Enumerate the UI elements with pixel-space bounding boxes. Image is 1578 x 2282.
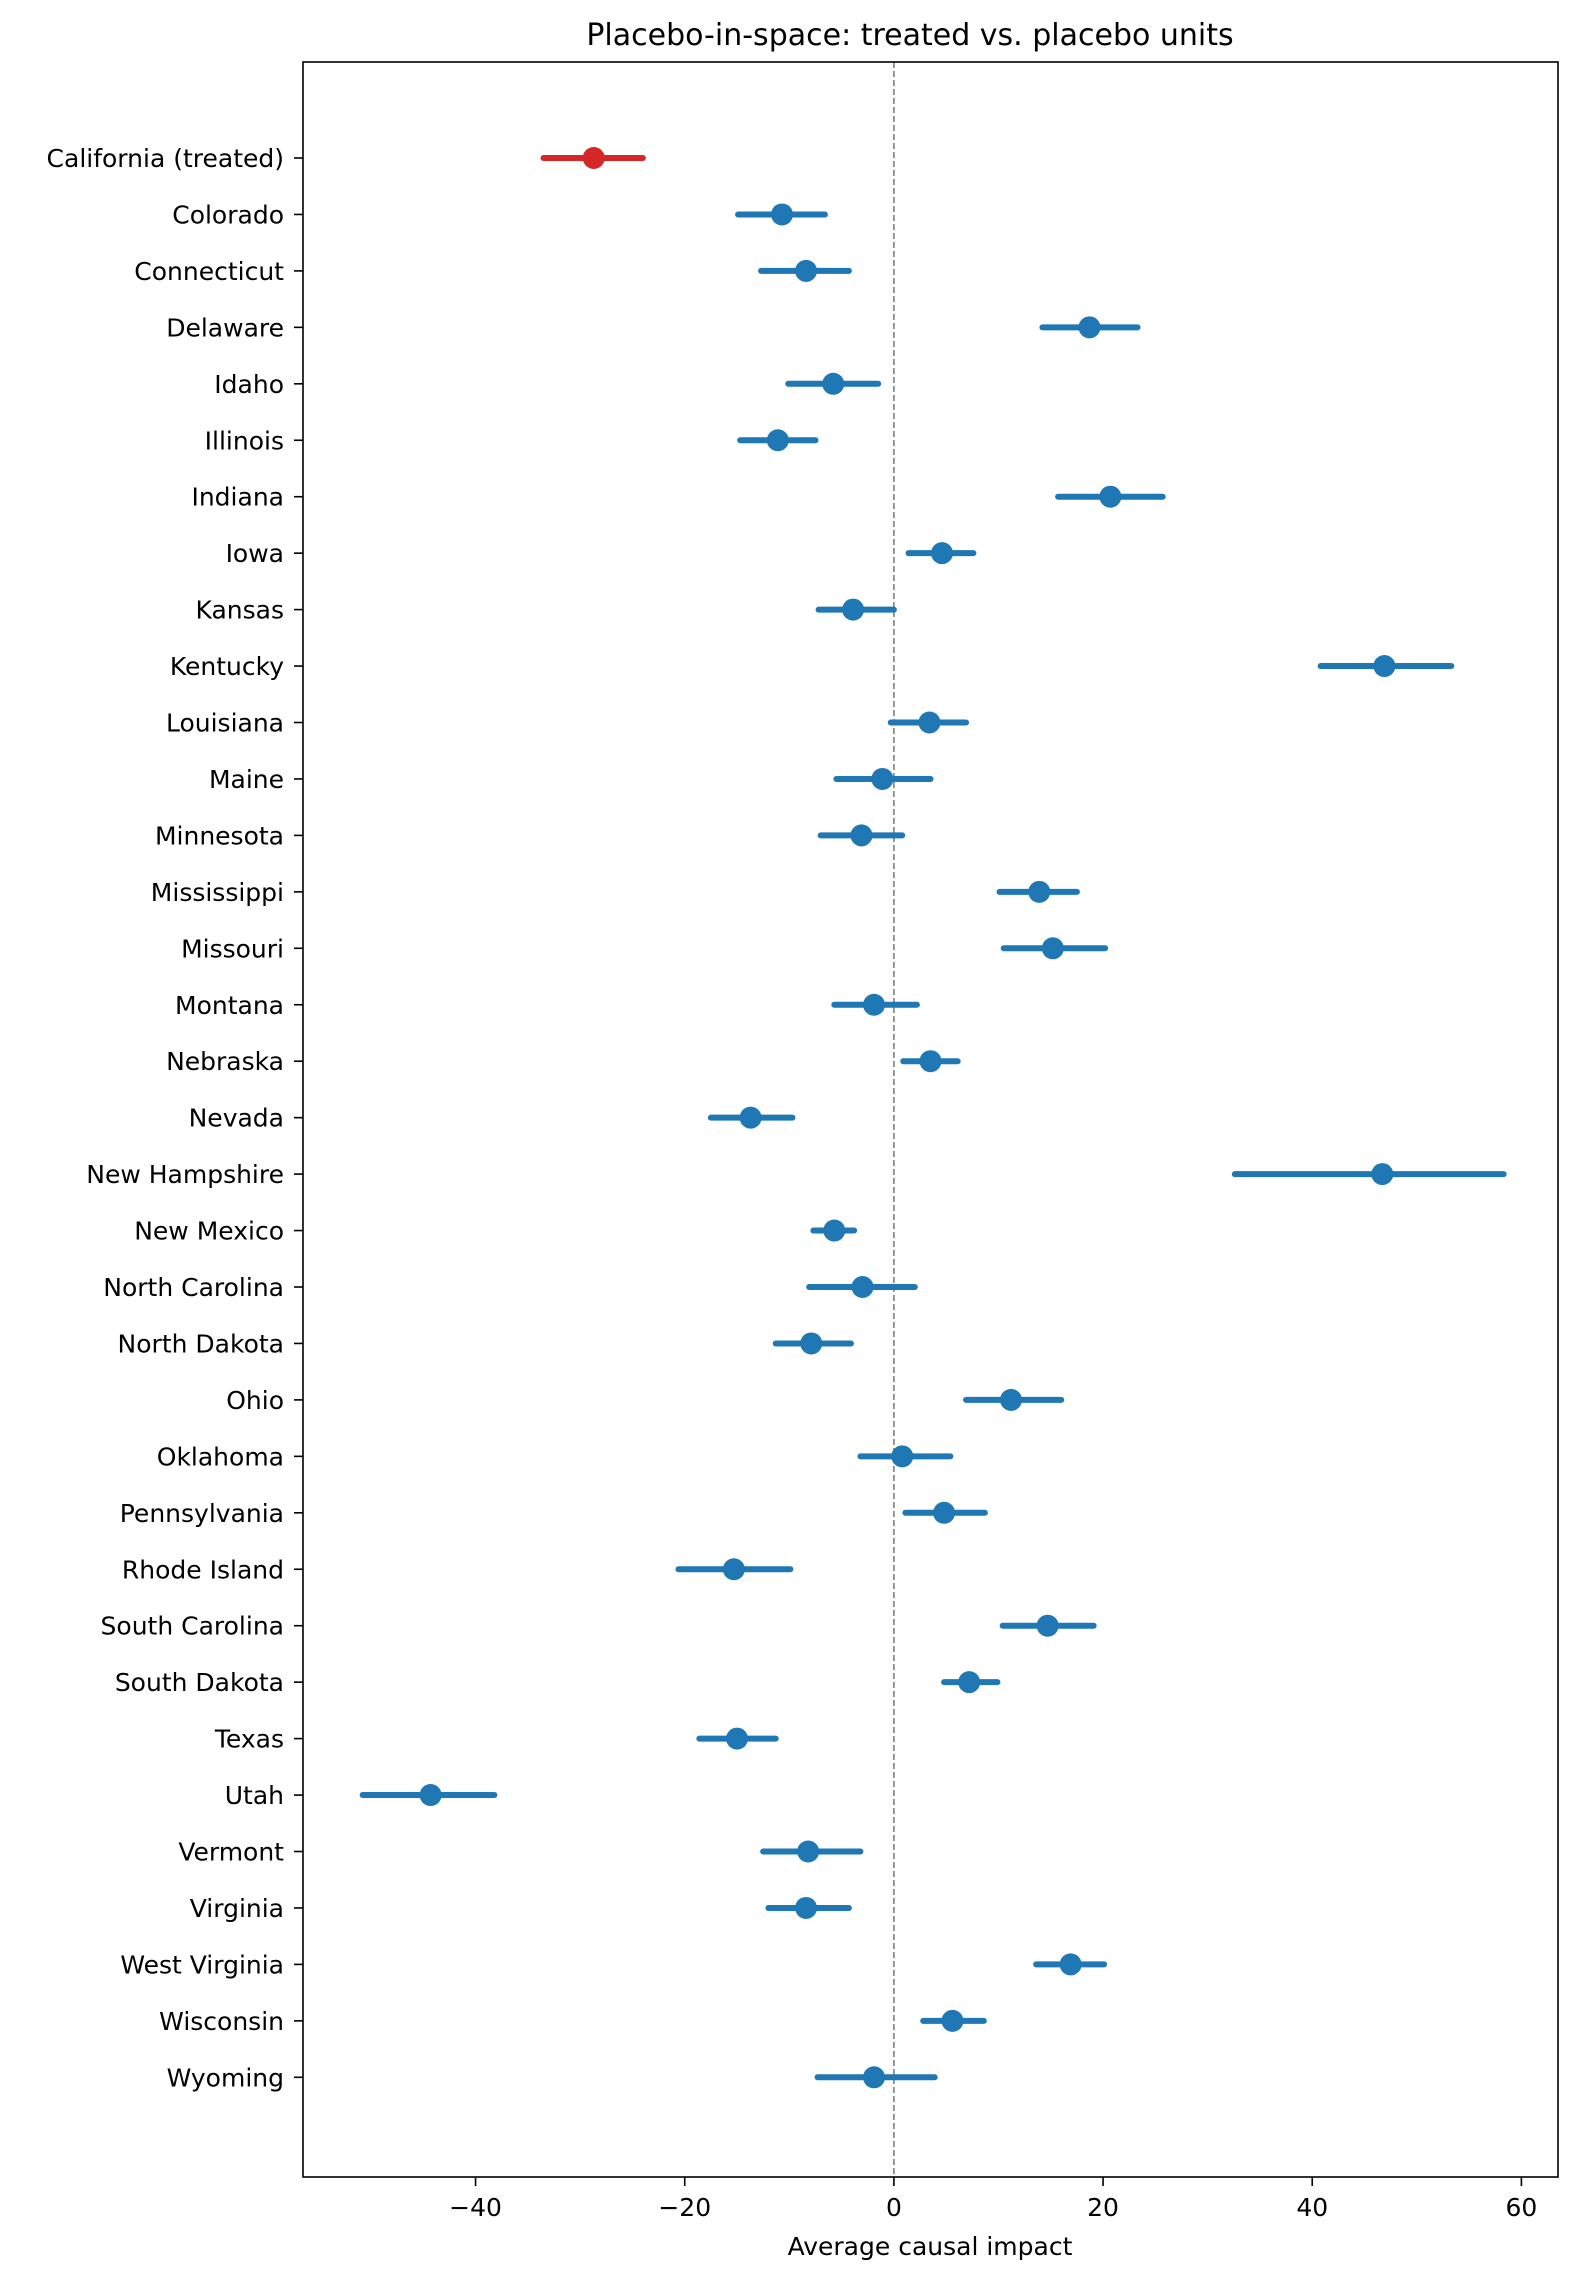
x-tick-label: 0 bbox=[886, 2193, 902, 2222]
x-axis-label: Average causal impact bbox=[788, 2232, 1073, 2261]
estimate-point bbox=[919, 1050, 942, 1073]
y-tick-label: Nebraska bbox=[166, 1047, 284, 1076]
estimate-point bbox=[739, 1106, 762, 1129]
estimate-point bbox=[822, 372, 845, 395]
x-tick-label: 20 bbox=[1087, 2193, 1119, 2222]
y-tick-label: New Mexico bbox=[134, 1217, 284, 1246]
estimate-point bbox=[941, 2009, 964, 2032]
estimate-point bbox=[800, 1332, 823, 1355]
estimate-point bbox=[1371, 1163, 1394, 1186]
estimate-point bbox=[871, 767, 894, 790]
estimate-point bbox=[582, 147, 605, 169]
y-tick-label: Illinois bbox=[205, 426, 284, 455]
y-tick-label: Oklahoma bbox=[157, 1442, 284, 1471]
y-tick-label: Connecticut bbox=[134, 257, 284, 286]
estimate-point bbox=[958, 1671, 981, 1694]
y-tick-label: West Virginia bbox=[120, 1950, 284, 1979]
y-tick-label: Wisconsin bbox=[159, 2007, 284, 2036]
estimate-point bbox=[891, 1445, 914, 1468]
y-tick-label: South Carolina bbox=[101, 1612, 284, 1641]
x-tick-label: 40 bbox=[1296, 2193, 1328, 2222]
estimate-point bbox=[795, 259, 818, 282]
y-tick-label: Virginia bbox=[190, 1894, 284, 1923]
y-tick-label: Maine bbox=[209, 765, 284, 794]
y-tick-label: Montana bbox=[175, 991, 284, 1020]
estimate-point bbox=[1373, 655, 1396, 678]
estimate-point bbox=[726, 1727, 749, 1750]
y-tick-label: Pennsylvania bbox=[120, 1499, 284, 1528]
estimate-point bbox=[851, 1276, 874, 1298]
estimate-point bbox=[1078, 316, 1101, 339]
estimate-point bbox=[419, 1784, 442, 1807]
y-tick-label: Rhode Island bbox=[122, 1555, 284, 1584]
estimate-point bbox=[850, 824, 873, 847]
estimate-point bbox=[795, 1896, 818, 1919]
estimate-point bbox=[1036, 1614, 1059, 1637]
y-tick-label: New Hampshire bbox=[86, 1160, 284, 1189]
y-tick-label: Louisiana bbox=[166, 709, 284, 738]
estimate-point bbox=[918, 711, 941, 734]
y-tick-label: Ohio bbox=[226, 1386, 284, 1415]
y-tick-label: Colorado bbox=[172, 200, 284, 229]
estimate-point bbox=[766, 429, 789, 452]
estimate-point bbox=[933, 1501, 956, 1524]
estimate-point bbox=[931, 542, 954, 565]
y-tick-label: Indiana bbox=[191, 483, 284, 512]
y-tick-label: Minnesota bbox=[155, 821, 284, 850]
estimate-point bbox=[863, 2066, 886, 2089]
y-tick-label: Nevada bbox=[189, 1104, 284, 1133]
y-tick-label: Missouri bbox=[181, 934, 284, 963]
y-tick-label: Kansas bbox=[196, 596, 285, 625]
y-tick-label: Kentucky bbox=[170, 652, 284, 681]
x-tick-label: −20 bbox=[658, 2193, 711, 2222]
estimate-point bbox=[770, 203, 793, 226]
y-tick-label: Vermont bbox=[178, 1838, 284, 1867]
estimate-point bbox=[797, 1840, 820, 1863]
y-tick-label: California (treated) bbox=[47, 144, 284, 173]
plot-frame bbox=[302, 61, 1559, 2178]
y-tick-label: North Carolina bbox=[103, 1273, 284, 1302]
estimate-point bbox=[1000, 1388, 1023, 1411]
estimate-point bbox=[1028, 880, 1051, 903]
estimate-point bbox=[842, 598, 865, 621]
y-tick-label: Texas bbox=[214, 1725, 284, 1754]
estimate-point bbox=[863, 993, 886, 1016]
estimate-point bbox=[1059, 1953, 1082, 1976]
y-tick-label: Idaho bbox=[214, 370, 284, 399]
plot-area bbox=[359, 62, 1507, 2177]
estimate-point bbox=[722, 1558, 745, 1581]
x-tick-label: 60 bbox=[1505, 2193, 1537, 2222]
x-tick-label: −40 bbox=[449, 2193, 502, 2222]
y-tick-label: Iowa bbox=[226, 539, 284, 568]
y-tick-label: Delaware bbox=[166, 313, 284, 342]
y-tick-label: Mississippi bbox=[151, 878, 284, 907]
y-tick-label: North Dakota bbox=[118, 1329, 284, 1358]
y-tick-label: Wyoming bbox=[167, 2063, 284, 2092]
y-tick-label: Utah bbox=[225, 1781, 284, 1810]
estimate-point bbox=[823, 1219, 846, 1242]
estimate-point bbox=[1099, 485, 1122, 508]
y-axis: California (treated) Colorado Connecticut D… bbox=[47, 144, 303, 2092]
chart-title: Placebo-in-space: treated vs. placebo un… bbox=[586, 18, 1233, 53]
x-axis: −40 −20 0 20 40 60 bbox=[449, 2177, 1537, 2222]
estimate-point bbox=[1041, 937, 1064, 960]
y-tick-label: South Dakota bbox=[115, 1668, 284, 1697]
